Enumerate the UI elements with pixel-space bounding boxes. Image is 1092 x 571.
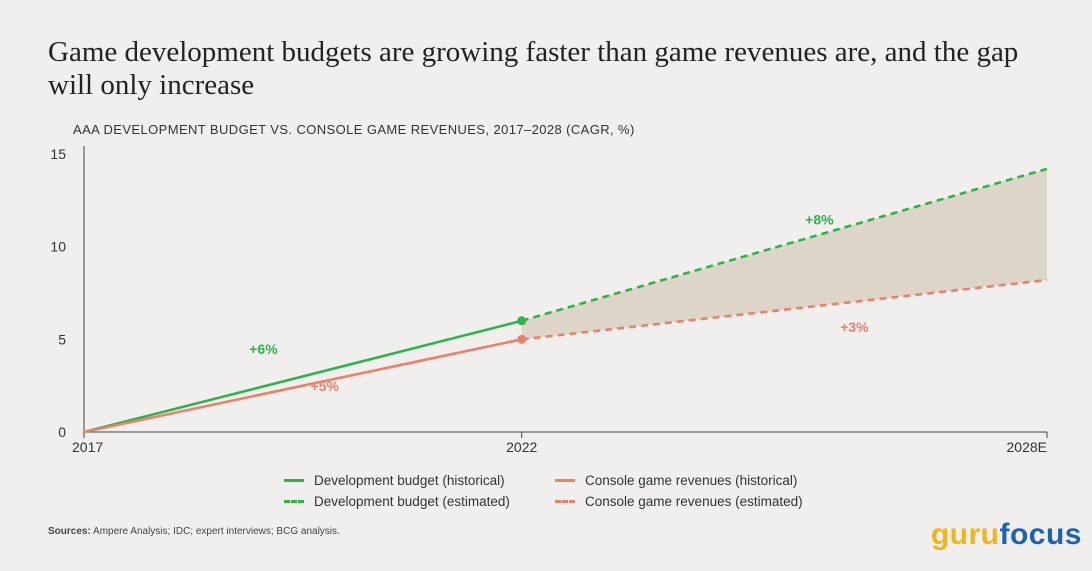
chart-title: Game development budgets are growing fas… [48,36,1019,101]
legend-item: Console game revenues (historical) [555,470,803,491]
series-marker [517,334,527,344]
sources-label: Sources: [48,526,91,537]
sources-note: Sources: Ampere Analysis; IDC; expert in… [48,526,340,537]
line-chart: 0 5 10 15 2017 2022 2028E +6% +8% +5% +3% [50,146,1048,455]
legend-item: Development budget (historical) [284,470,510,491]
y-tick-label: 10 [50,239,66,255]
cagr-label: +6% [249,341,278,357]
legend-swatch [284,500,304,503]
legend-col-rev: Console game revenues (historical) Conso… [555,470,803,512]
gap-area [521,168,1047,340]
legend-label: Development budget (historical) [314,473,505,488]
series-marker [517,316,527,326]
legend-col-dev: Development budget (historical) Developm… [284,470,510,512]
legend-label: Development budget (estimated) [314,494,510,509]
sources-text: Ampere Analysis; IDC; expert interviews;… [93,526,340,537]
y-tick-label: 0 [58,424,66,440]
y-tick-label: 15 [50,146,66,162]
x-tick-label: 2017 [72,439,103,455]
legend-item: Development budget (estimated) [284,491,510,512]
series-line [521,278,1048,341]
legend-swatch [555,500,575,503]
legend-swatch [284,479,304,482]
legend-item: Console game revenues (estimated) [555,491,803,512]
y-tick-label: 5 [58,331,66,347]
cagr-label: +3% [840,319,869,335]
legend-label: Console game revenues (estimated) [585,494,803,509]
chart-subtitle: AAA DEVELOPMENT BUDGET VS. CONSOLE GAME … [73,122,635,137]
brand-part2: focus [999,518,1082,551]
legend-label: Console game revenues (historical) [585,473,798,488]
x-tick-label: 2028E [1007,439,1047,455]
brand-logo: gurufocus [931,518,1082,552]
series-line [83,338,522,434]
legend-swatch [555,479,575,482]
brand-part1: guru [930,518,1000,551]
cagr-label: +8% [805,211,834,227]
series-line [83,319,523,434]
x-tick-label: 2022 [506,439,537,455]
cagr-label: +5% [311,378,340,394]
